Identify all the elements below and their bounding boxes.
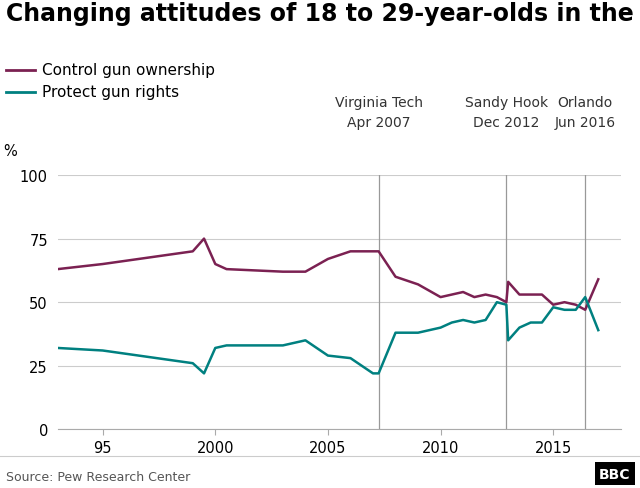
Text: Jun 2016: Jun 2016 bbox=[555, 115, 616, 129]
Text: Sandy Hook: Sandy Hook bbox=[465, 96, 548, 110]
Text: Virginia Tech: Virginia Tech bbox=[335, 96, 422, 110]
Text: BBC: BBC bbox=[599, 467, 630, 481]
Text: Orlando: Orlando bbox=[557, 96, 613, 110]
Text: Control gun ownership: Control gun ownership bbox=[42, 63, 214, 78]
Text: Source: Pew Research Center: Source: Pew Research Center bbox=[6, 470, 191, 483]
Text: Protect gun rights: Protect gun rights bbox=[42, 85, 179, 100]
Text: Changing attitudes of 18 to 29-year-olds in the US: Changing attitudes of 18 to 29-year-olds… bbox=[6, 2, 640, 26]
Text: Dec 2012: Dec 2012 bbox=[473, 115, 540, 129]
Text: Apr 2007: Apr 2007 bbox=[347, 115, 410, 129]
Text: %: % bbox=[3, 143, 17, 159]
